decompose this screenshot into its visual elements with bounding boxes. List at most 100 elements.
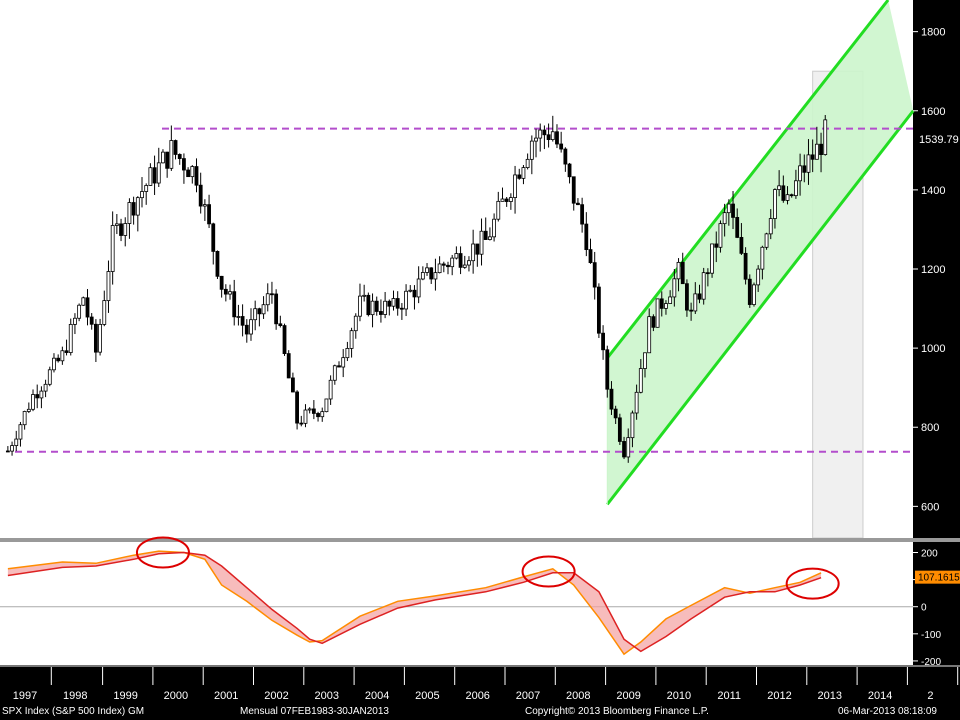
candle-body [64,350,69,353]
candle-body [391,298,396,307]
oscillator-spread-fill [7,551,822,655]
x-axis-label: 1999 [113,690,137,702]
candle-body [261,304,266,315]
highlight-circle [135,536,190,569]
candle-body [814,143,819,160]
candle-body [148,167,153,186]
candle-body [295,391,299,424]
candle-body [177,154,182,159]
candle-body [156,162,161,184]
channel-lower-line [606,109,915,506]
candle-body [404,290,408,310]
candle-body [173,140,178,155]
candle-body [601,332,605,351]
price-axis-label: 1200 [921,264,945,276]
candle-body [571,176,576,204]
candle-body [345,348,350,359]
candle-body [152,167,157,184]
footer-bar: SPX Index (S&P 500 Index) GM Mensual 07F… [0,703,960,720]
candle-body [35,394,40,399]
candle-body [131,202,136,216]
candle-body [286,353,291,379]
x-axis-label: 2001 [214,690,238,702]
candle-body [701,272,706,300]
candle-body [676,261,681,280]
candle-body [630,412,635,439]
candle-body [85,297,90,318]
candle-body [697,293,702,300]
candle-body [299,422,304,425]
x-axis-label: 2006 [465,690,489,702]
candle-body [135,197,140,216]
candle-body [584,223,589,250]
candle-body [802,165,807,173]
candle-body [672,278,677,298]
candle-body [617,417,622,442]
x-axis-label: 1998 [63,690,87,702]
candle-body [165,151,170,169]
price-axis-background [913,0,960,538]
candle-body [219,275,224,290]
candle-body [731,203,735,218]
x-axis-label: 2010 [667,690,691,702]
candle-body [223,288,228,295]
price-axis-label: 1800 [921,27,945,39]
candle-body [559,143,564,150]
candle-body [52,357,56,371]
oscillator-axis-label: 200 [921,548,938,559]
x-axis-background [0,667,960,703]
candle-body [198,184,203,207]
candle-body [785,194,790,201]
candle-body [689,309,694,312]
footer-timestamp: 06-Mar-2013 08:18:09 [838,706,937,717]
candle-body [626,437,631,458]
candle-body [655,298,660,328]
candle-body [102,300,107,325]
candle-body [454,253,459,259]
candle-body [81,297,86,306]
candle-body [211,223,216,252]
candle-body [169,140,174,169]
panel-separator [0,665,960,667]
candle-body [127,202,132,224]
candle-body [613,408,618,419]
candle-body [77,304,82,319]
x-axis-label: 2013 [818,690,842,702]
candle-body [399,307,404,310]
candle-body [228,291,232,295]
candle-body [475,243,480,255]
candle-body [488,236,492,240]
candle-body [328,379,333,400]
candle-body [379,311,383,315]
price-axis-label: 1000 [921,343,945,355]
candle-body [538,129,543,139]
candle-body [26,408,31,412]
candle-body [651,316,656,328]
candle-body [563,148,568,165]
candle-body [39,390,44,399]
oscillator-axis-background [913,542,960,666]
candle-body [534,137,538,142]
candle-body [395,298,400,309]
channel-upper-line [606,0,890,359]
price-axis-label: 600 [921,501,939,513]
candle-body [320,411,325,418]
candle-body [236,316,241,318]
candle-body [353,315,358,332]
candles [5,115,828,463]
oscillator-last-value-badge [915,570,960,584]
candle-body [752,284,756,305]
candle-body [773,189,777,219]
candle-body [383,300,388,315]
candle-body [458,253,463,268]
candle-body [823,119,828,156]
candle-body [265,293,270,306]
candle-body [43,383,48,392]
candle-body [123,223,128,236]
candle-body [471,243,476,262]
candle-body [332,365,337,381]
x-axis-label: 2008 [566,690,590,702]
candle-body [68,323,73,353]
candle-body [668,296,673,304]
